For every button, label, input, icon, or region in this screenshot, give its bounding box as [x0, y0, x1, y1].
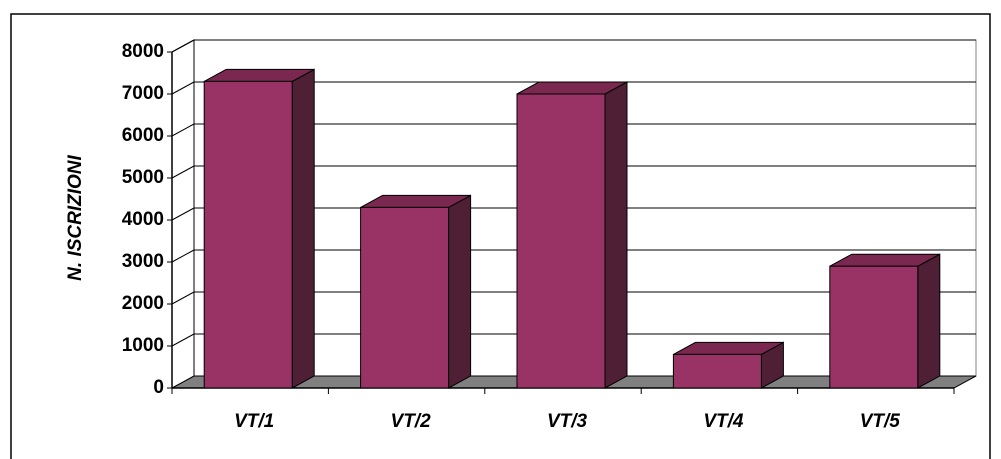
y-tick-label: 4000	[122, 209, 164, 230]
grid-line-side	[171, 81, 195, 95]
x-tick-label: VT/3	[547, 411, 588, 432]
y-tick-label: 5000	[122, 167, 164, 188]
grid-line-side	[171, 249, 195, 263]
grid-line-side	[171, 39, 195, 53]
y-tick-label: 6000	[122, 125, 164, 146]
bar	[672, 353, 762, 389]
bar	[829, 265, 919, 389]
bar	[203, 80, 293, 389]
bar-side	[291, 68, 315, 389]
x-tick-label: VT/4	[703, 411, 744, 432]
y-tick-label: 7000	[122, 83, 164, 104]
bar-side	[448, 194, 472, 389]
x-tick-label: VT/1	[234, 411, 274, 432]
grid-line-side	[171, 207, 195, 221]
y-tick-label: 2000	[122, 293, 164, 314]
grid-line-side	[171, 333, 195, 347]
bar-side	[604, 81, 628, 389]
grid-line-side	[171, 123, 195, 137]
bar-side	[917, 253, 941, 389]
x-tick-label: VT/5	[860, 411, 901, 432]
bar	[516, 93, 606, 389]
y-axis-label: N. ISCRIZIONI	[65, 154, 86, 280]
grid-line-side	[171, 291, 195, 305]
y-tick-label: 3000	[122, 251, 164, 272]
bar	[360, 206, 450, 389]
y-tick-label: 8000	[122, 41, 164, 62]
y-tick-label: 1000	[122, 335, 164, 356]
x-tick-label: VT/2	[391, 411, 432, 432]
grid-line-side	[171, 165, 195, 179]
y-tick-label: 0	[153, 377, 164, 398]
